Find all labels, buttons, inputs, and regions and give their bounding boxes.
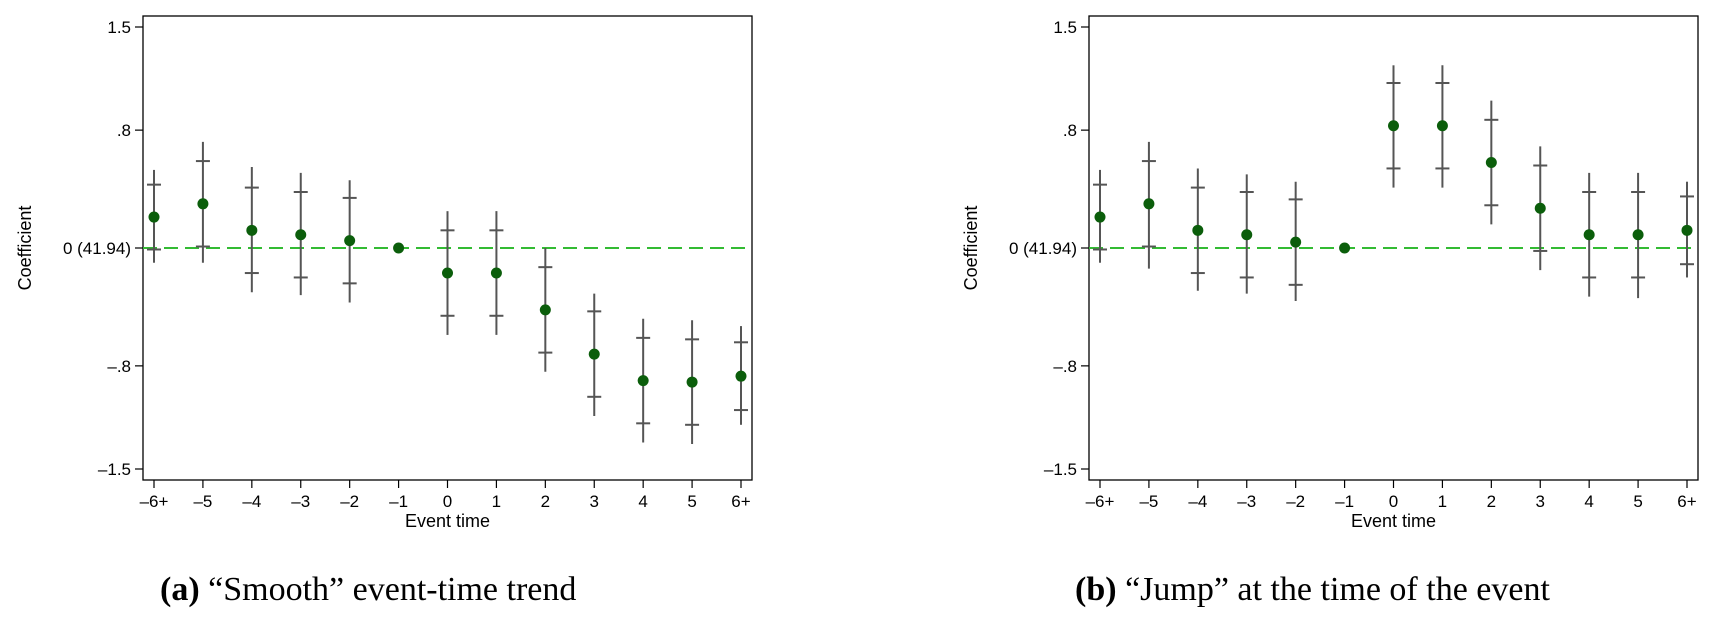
coefficient-point	[1290, 236, 1302, 248]
x-tick-label: 4	[1584, 492, 1593, 511]
y-tick-label: 1.5	[1053, 18, 1077, 37]
caption-letter: (b)	[1075, 571, 1117, 608]
x-tick-label: –5	[193, 492, 212, 511]
coefficient-point	[588, 348, 600, 360]
panel-a: 1.5 .8 0 (41.94) –.8 –1.5 –6+ –5 –4 –3 –2 –1 0 1 2 3 4 5…	[15, 15, 753, 608]
caption-text: “Smooth” event-time trend	[200, 571, 577, 608]
x-tick-label: –6+	[140, 492, 169, 511]
x-tick-label: –6+	[1086, 492, 1115, 511]
panel-caption: (b) “Jump” at the time of the event	[1075, 571, 1550, 608]
coefficient-point	[1583, 229, 1595, 241]
x-tick-label: –4	[1188, 492, 1207, 511]
x-tick-label: 2	[541, 492, 550, 511]
x-axis-title: Event time	[405, 511, 490, 531]
x-tick-label: 2	[1487, 492, 1496, 511]
x-tick-label: 3	[590, 492, 599, 511]
y-tick-label: 0 (41.94)	[1009, 239, 1077, 258]
coefficient-point	[1485, 157, 1497, 169]
coefficient-point	[686, 376, 698, 388]
y-tick-label: –1.5	[98, 460, 131, 479]
coefficient-point	[1681, 224, 1693, 236]
panel-b: 1.5 .8 0 (41.94) –.8 –1.5 –6+ –5 –4 –3 –2 –1 0 1 2 3 4 5…	[961, 15, 1699, 608]
y-axis-title: Coefficient	[961, 206, 981, 291]
coefficient-point	[1143, 198, 1155, 210]
coefficient-point	[1436, 120, 1448, 132]
x-tick-label: 6+	[731, 492, 750, 511]
x-tick-label: 0	[1389, 492, 1398, 511]
caption-text: “Jump” at the time of the event	[1117, 571, 1551, 608]
coefficient-point	[1241, 229, 1253, 241]
coefficient-point	[1534, 202, 1546, 214]
x-tick-label: –1	[389, 492, 408, 511]
x-tick-label: –3	[1237, 492, 1256, 511]
coefficient-point	[1192, 224, 1204, 236]
coefficient-point	[246, 224, 258, 236]
y-tick-label: –.8	[107, 357, 131, 376]
coefficient-point	[197, 198, 209, 210]
coefficient-point	[1094, 211, 1106, 223]
coefficient-point	[344, 235, 356, 247]
x-tick-label: –1	[1335, 492, 1354, 511]
y-tick-label: 1.5	[107, 18, 131, 37]
x-tick-label: 0	[443, 492, 452, 511]
coefficient-point	[393, 242, 405, 254]
coefficient-point	[442, 267, 453, 279]
coefficient-point	[1339, 242, 1351, 254]
x-tick-label: 6+	[1677, 492, 1696, 511]
y-tick-label: –.8	[1053, 357, 1077, 376]
y-tick-label: 0 (41.94)	[63, 239, 131, 258]
caption-letter: (a)	[160, 571, 200, 608]
y-axis-title: Coefficient	[15, 206, 35, 291]
y-tick-label: .8	[117, 121, 131, 140]
y-tick-label: –1.5	[1044, 460, 1077, 479]
panel-caption: (a) “Smooth” event-time trend	[160, 571, 576, 608]
y-tick-label: .8	[1063, 121, 1077, 140]
x-tick-label: –5	[1139, 492, 1158, 511]
coefficient-point	[490, 267, 502, 279]
x-tick-label: 1	[1438, 492, 1447, 511]
x-tick-label: –2	[1286, 492, 1305, 511]
x-tick-label: 5	[687, 492, 696, 511]
coefficient-point	[295, 229, 307, 241]
x-tick-label: 5	[1633, 492, 1642, 511]
x-tick-label: 1	[492, 492, 501, 511]
coefficient-point	[539, 304, 551, 316]
coefficient-point	[735, 370, 747, 382]
coefficient-point	[1632, 229, 1644, 241]
coefficient-point	[1388, 120, 1399, 132]
x-tick-label: 4	[638, 492, 647, 511]
coefficient-point	[148, 211, 160, 223]
x-tick-label: 3	[1536, 492, 1545, 511]
x-tick-label: –4	[242, 492, 261, 511]
x-axis-title: Event time	[1351, 511, 1436, 531]
x-tick-label: –3	[291, 492, 310, 511]
coefficient-point	[637, 375, 649, 387]
x-tick-label: –2	[340, 492, 359, 511]
